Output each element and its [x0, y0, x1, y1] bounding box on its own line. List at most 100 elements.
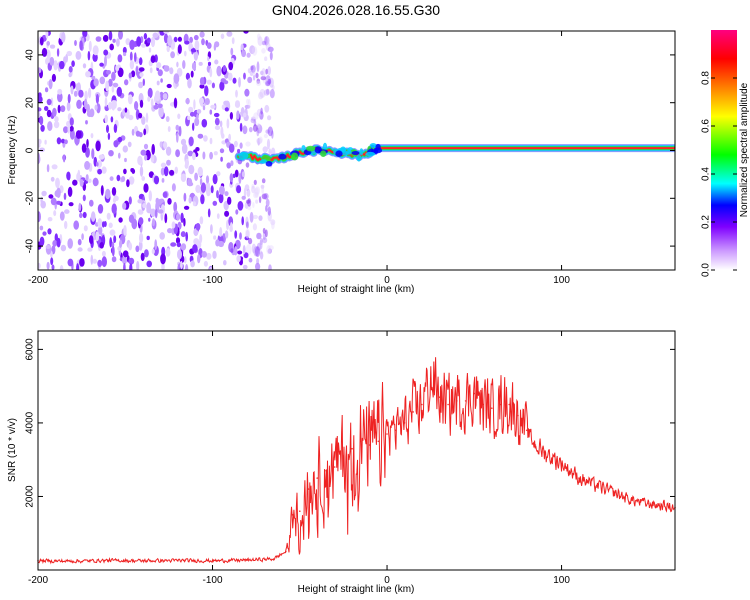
signal-blob: [375, 143, 381, 151]
noise-blob: [185, 158, 189, 168]
noise-blob: [79, 258, 85, 267]
noise-blob: [67, 258, 74, 267]
noise-blob: [119, 239, 123, 248]
noise-blob: [97, 204, 104, 214]
y-tick-label: 4000: [25, 411, 36, 434]
noise-blob: [129, 59, 135, 70]
noise-blob: [91, 148, 95, 160]
noise-blob: [44, 106, 49, 111]
noise-blob: [262, 232, 266, 241]
noise-blob: [235, 89, 238, 98]
noise-blob: [224, 230, 229, 239]
noise-blob: [106, 124, 109, 133]
noise-blob: [110, 116, 114, 123]
signal-blob: [356, 154, 362, 162]
snr-point: [386, 433, 388, 435]
noise-blob: [118, 217, 123, 223]
noise-blob: [226, 31, 233, 37]
noise-blob: [201, 118, 208, 128]
noise-blob: [146, 260, 152, 268]
noise-blob: [141, 176, 145, 181]
colorbar-ticks: 0.0 0.2 0.4 0.6 0.8: [701, 71, 737, 277]
noise-blob: [224, 191, 229, 197]
noise-blob: [38, 138, 42, 145]
noise-blob: [261, 48, 266, 54]
noise-blob: [122, 250, 129, 258]
noise-blob: [209, 137, 213, 145]
noise-blob: [228, 143, 235, 153]
noise-blob: [182, 60, 186, 69]
noise-blob: [193, 49, 199, 61]
noise-blob: [216, 171, 221, 177]
noise-blob: [147, 87, 153, 99]
noise-blob: [234, 169, 239, 178]
noise-blob: [198, 61, 203, 66]
noise-blob: [89, 199, 94, 207]
noise-blob: [159, 141, 163, 148]
noise-blob: [257, 138, 261, 146]
noise-blob: [254, 186, 261, 195]
noise-blob: [127, 94, 133, 105]
noise-blob: [265, 205, 268, 212]
noise-blob: [192, 201, 196, 207]
noise-blob: [159, 232, 165, 240]
noise-blob: [126, 179, 130, 188]
snr-x-label: Height of straight line (km): [298, 584, 415, 595]
noise-blob: [57, 88, 63, 95]
noise-blob: [169, 169, 175, 176]
noise-blob: [253, 112, 259, 120]
noise-blob: [261, 40, 267, 46]
noise-blob: [143, 143, 149, 150]
noise-blob: [248, 98, 251, 109]
noise-blob: [135, 65, 139, 76]
noise-blob: [139, 166, 144, 177]
noise-blob: [212, 250, 217, 259]
x-tick-label: 100: [553, 575, 570, 586]
noise-blob: [137, 198, 143, 204]
noise-blob: [196, 113, 199, 120]
noise-blob: [87, 50, 91, 61]
noise-blob: [138, 57, 143, 66]
noise-blob: [255, 262, 261, 270]
noise-blob: [81, 233, 84, 241]
noise-blob: [180, 243, 187, 251]
noise-blob: [256, 61, 260, 73]
noise-blob: [249, 211, 254, 223]
noise-blob: [199, 84, 205, 89]
noise-blob: [108, 102, 112, 110]
noise-blob: [245, 141, 251, 147]
noise-blob: [214, 59, 219, 65]
noise-blob: [161, 178, 165, 183]
noise-blob: [139, 72, 144, 77]
noise-blob: [262, 76, 268, 84]
noise-blob: [210, 104, 216, 109]
snr-point: [368, 444, 371, 446]
noise-blob: [187, 150, 194, 157]
noise-blob: [211, 82, 215, 89]
noise-blob: [152, 218, 155, 227]
spectrogram-signal: [234, 142, 675, 167]
noise-blob: [173, 36, 178, 43]
noise-blob: [218, 193, 224, 204]
noise-blob: [234, 101, 241, 108]
snr-point: [595, 484, 598, 487]
noise-blob: [60, 244, 67, 252]
noise-blob: [213, 112, 220, 118]
y-tick-label: -40: [25, 238, 36, 253]
noise-blob: [256, 124, 263, 134]
noise-blob: [38, 153, 41, 164]
noise-blob: [192, 152, 196, 161]
noise-blob: [113, 235, 117, 243]
y-tick-label: 20: [25, 97, 36, 109]
noise-blob: [97, 168, 102, 175]
noise-blob: [111, 203, 117, 214]
noise-blob: [145, 112, 149, 123]
noise-blob: [221, 104, 226, 110]
noise-blob: [104, 55, 107, 67]
noise-blob: [95, 231, 100, 242]
noise-blob: [82, 63, 87, 69]
noise-blob: [248, 257, 253, 263]
noise-blob: [137, 155, 143, 166]
noise-blob: [67, 238, 73, 249]
